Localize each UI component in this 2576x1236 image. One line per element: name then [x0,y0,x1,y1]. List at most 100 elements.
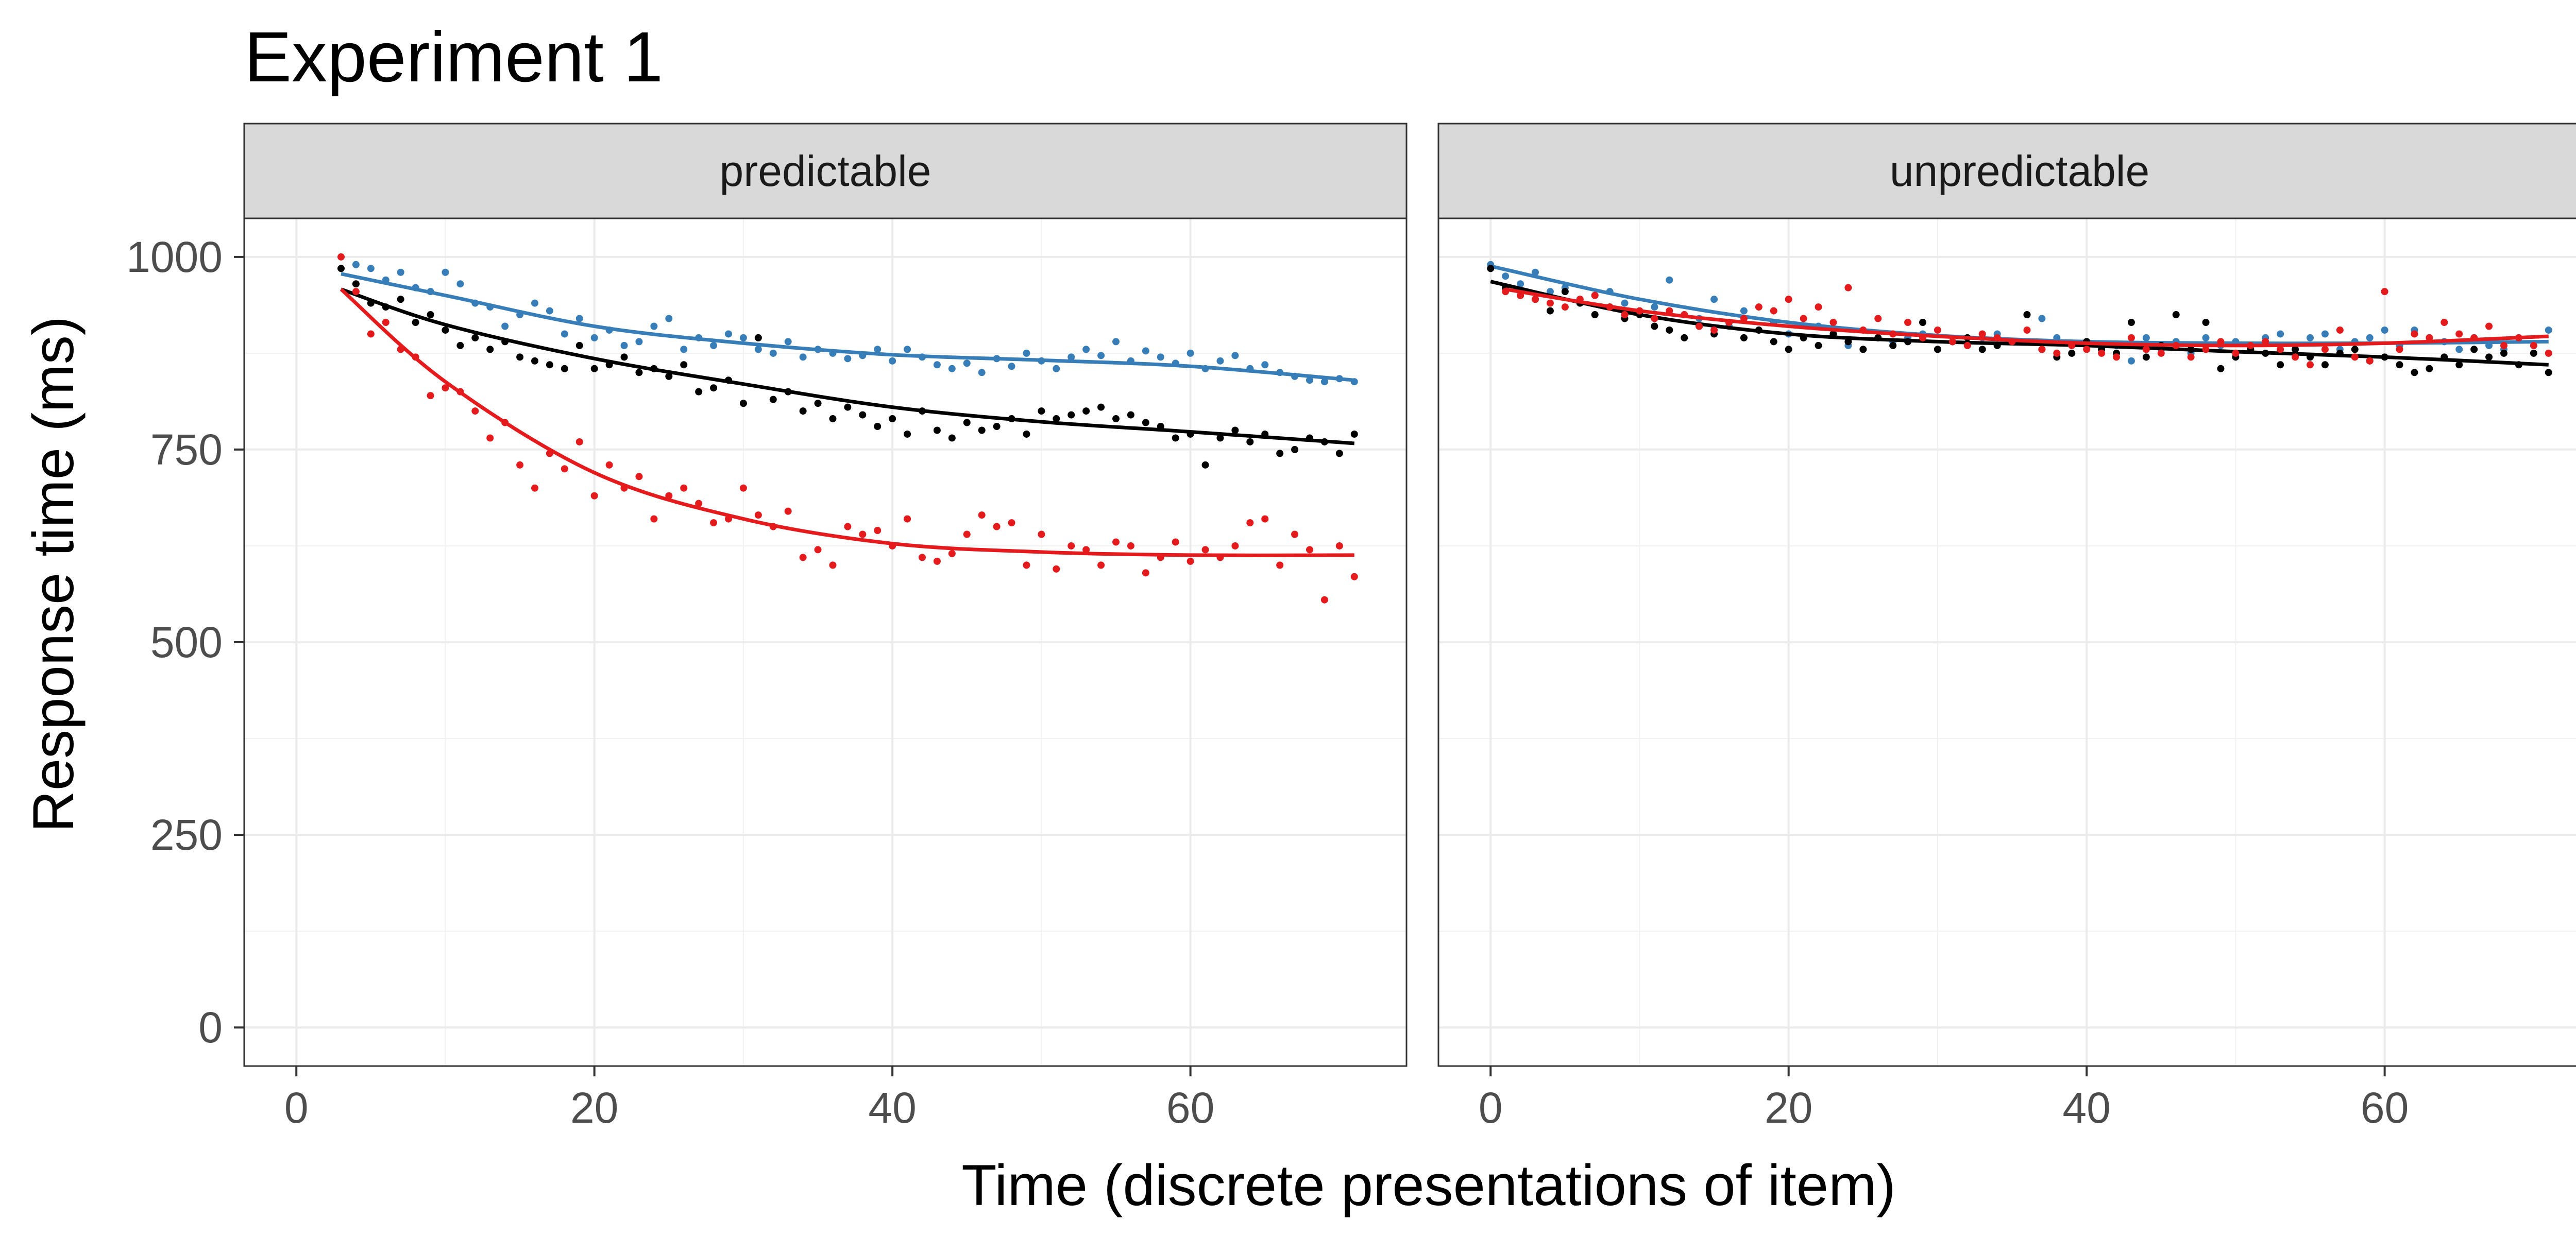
data-point [1517,280,1524,288]
data-point [2038,346,2046,353]
data-point [1172,434,1179,442]
data-point [680,346,688,353]
data-point [2455,330,2463,338]
data-point [1261,361,1269,369]
data-point [2277,330,2284,338]
data-point [620,353,628,361]
data-point [2366,334,2374,341]
data-point [1546,307,1554,315]
data-point [1859,346,1867,353]
data-point [1067,542,1075,550]
data-point [2485,322,2493,330]
data-point [442,326,449,334]
data-point [1710,326,1718,334]
data-point [2172,311,2180,319]
data-point [2232,349,2240,357]
data-point [1815,341,1822,349]
data-point [993,423,1001,431]
data-point [844,523,852,530]
x-tick-label: 40 [2062,1084,2110,1132]
data-point [2277,361,2284,369]
data-point [1172,538,1179,546]
data-point [2142,334,2150,341]
data-point [486,434,494,442]
data-point [1291,530,1299,538]
data-point [814,400,822,407]
data-point [1740,334,1748,341]
data-point [352,288,360,296]
data-point [2217,365,2225,372]
data-point [1082,407,1090,415]
data-point [1291,445,1299,453]
data-point [1201,546,1209,554]
data-point [2426,334,2433,341]
data-point [1246,519,1254,527]
data-point [337,253,345,261]
y-tick-label: 1000 [126,233,223,281]
data-point [769,349,777,357]
data-point [1948,338,1956,346]
data-point [1350,430,1358,438]
data-point [1187,349,1194,357]
data-point [1755,303,1762,311]
data-point [799,554,807,561]
x-tick-label: 20 [570,1084,618,1132]
data-point [904,346,911,353]
data-point [1829,319,1837,327]
data-point [1038,530,1045,538]
smooth-fit-line [340,288,1354,557]
data-point [1231,426,1239,434]
data-point [605,461,613,469]
data-point [1097,561,1105,569]
data-point [1142,347,1149,355]
data-point [1082,346,1090,353]
data-point [1053,365,1060,372]
data-point [1561,303,1569,311]
x-tick-label: 60 [2361,1084,2409,1132]
data-point [710,341,718,349]
data-point [829,561,837,569]
data-point [2202,334,2210,341]
data-point [2411,369,2418,376]
data-point [367,330,375,338]
data-point [2351,353,2359,361]
data-point [1008,363,1015,370]
data-point [2470,346,2478,353]
data-point [2455,361,2463,369]
data-point [680,361,688,369]
data-point [2545,369,2552,376]
series [1502,284,2552,369]
data-point [1978,330,1986,338]
data-point [590,492,598,500]
data-point [561,365,568,372]
data-point [1532,268,1539,276]
data-point [2262,338,2269,346]
data-point [1023,430,1030,438]
data-point [546,361,553,369]
data-point [1038,407,1045,415]
data-point [1067,353,1075,361]
data-point [2217,338,2225,346]
data-point [1127,542,1134,550]
data-point [993,523,1001,530]
data-point [1142,569,1149,577]
data-point [1201,461,1209,469]
data-point [1546,299,1554,307]
data-point [531,299,538,307]
data-point [1246,438,1254,445]
data-point [1696,322,1703,330]
data-point [2351,346,2359,353]
data-point [1231,352,1239,359]
data-point [1320,378,1328,386]
data-point [695,388,703,396]
data-point [1127,411,1134,419]
data-point [1112,415,1120,423]
data-point [1276,561,1284,569]
data-point [620,341,628,349]
data-point [1919,319,1926,327]
data-point [2530,341,2537,349]
data-point [1157,353,1164,361]
data-point [904,430,911,438]
x-axis-title: Time (discrete presentations of item) [961,1153,1895,1217]
data-point [2292,346,2299,353]
